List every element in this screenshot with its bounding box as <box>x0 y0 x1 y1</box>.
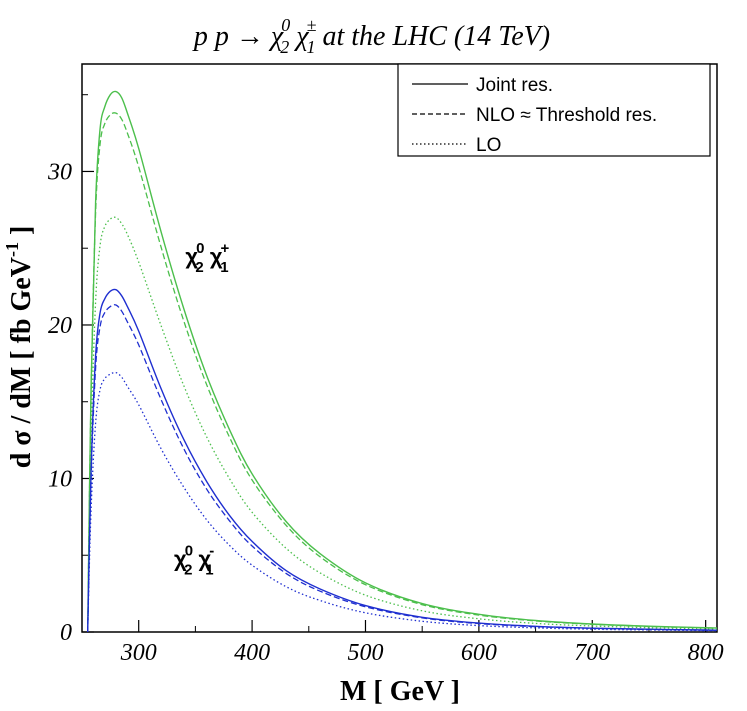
annotation-minus-sub: 2 <box>184 561 192 578</box>
annotation-plus-chi: χ <box>185 244 198 269</box>
x-tick-label-300: 300 <box>120 640 157 666</box>
annotation-plus-sub: 2 <box>195 259 203 276</box>
series-plus-dotted <box>87 216 718 633</box>
series-minus-dotted <box>87 371 718 633</box>
title-particle-2-sub: 1 <box>306 37 315 57</box>
series-minus-solid <box>87 288 718 633</box>
x-tick-label-500: 500 <box>347 640 383 666</box>
annotation-chi2-chi1-minus: χ0 2 χ-1 <box>174 542 214 578</box>
legend-box <box>397 63 711 157</box>
x-axis-label: M [ GeV ] <box>340 676 460 707</box>
series-plus-dashed <box>87 112 718 633</box>
annotation-plus-sup2: + <box>221 240 230 257</box>
x-tick-label-400: 400 <box>234 640 270 666</box>
curves <box>87 90 718 633</box>
annotation-plus-sub2: 1 <box>220 259 228 276</box>
legend-label-joint: Joint res. <box>476 75 553 96</box>
annotation-minus-sup2: - <box>209 542 214 559</box>
y-axis-label-sup: -1 <box>2 242 22 257</box>
annotation-chi2-chi1-plus: χ0 2 χ+ 1 <box>185 240 229 276</box>
x-tick-label-700: 700 <box>574 640 610 666</box>
title-particle-1: χ <box>268 21 284 52</box>
annotation-minus-sup: 0 <box>185 542 193 559</box>
legend-label-lo: LO <box>476 135 501 156</box>
annotation-minus-chi: χ <box>174 546 187 571</box>
y-axis-label-main: d σ / dM [ fb GeV <box>6 257 37 468</box>
legend: Joint res. NLO ≈ Threshold res. LO <box>397 63 711 157</box>
title-particle-2: χ <box>289 21 309 52</box>
y-tick-label-0: 0 <box>60 620 72 646</box>
title-particle-2-sup: ± <box>307 15 317 35</box>
title-prefix: p p → <box>192 21 271 52</box>
title-suffix: at the LHC (14 TeV) <box>315 21 550 52</box>
title-particle-1-sub: 2 <box>280 37 289 57</box>
annotation-minus-chi2: χ <box>192 546 211 571</box>
y-axis-label-end: ] <box>6 226 37 242</box>
x-tick-label-800: 800 <box>688 640 724 666</box>
chart-title: p p → χ0 2 χ± 1 at the LHC (14 TeV) <box>192 15 550 57</box>
annotation-minus-sub2: 1 <box>205 561 213 578</box>
x-tick-label-600: 600 <box>461 640 497 666</box>
series-minus-dashed <box>87 304 718 633</box>
legend-label-nlo: NLO ≈ Threshold res. <box>476 105 657 126</box>
y-tick-label-10: 10 <box>48 466 72 492</box>
annotation-plus-sup: 0 <box>196 240 204 257</box>
annotation-plus-chi2: χ <box>204 244 223 269</box>
title-particle-1-sup: 0 <box>281 15 290 35</box>
y-tick-label-30: 30 <box>47 159 72 185</box>
y-tick-label-20: 20 <box>48 313 72 339</box>
y-axis-label: d σ / dM [ fb GeV-1 ] <box>2 226 37 469</box>
